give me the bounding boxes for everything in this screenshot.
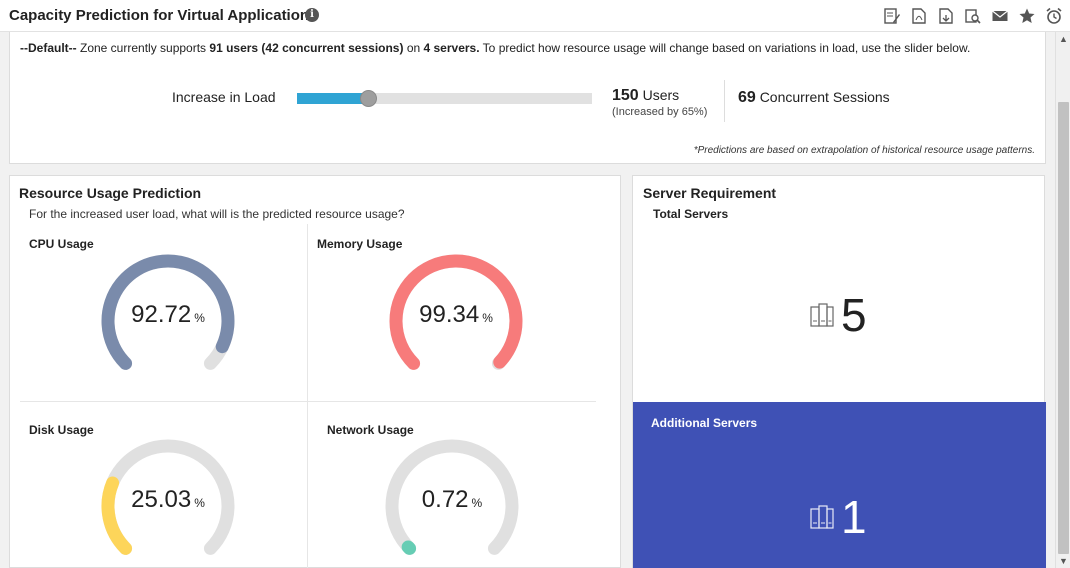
network-usage-gauge: 0.72% [382, 436, 522, 568]
title-bar: Capacity Prediction for Virtual Applicat… [0, 0, 1070, 32]
additional-servers-box: Additional Servers 1 [633, 402, 1046, 568]
predicted-users: 150 Users (Increased by 65%) [612, 87, 707, 118]
additional-servers: 1 [809, 490, 867, 544]
cpu-usage-value: 92.72 [131, 301, 192, 328]
divider [20, 401, 596, 402]
email-icon[interactable] [989, 5, 1010, 26]
total-servers: 5 [809, 288, 867, 342]
load-slider[interactable] [297, 90, 592, 107]
sessions-unit: Concurrent Sessions [759, 89, 890, 105]
cpu-usage-gauge: 92.72% [98, 251, 238, 391]
memory-usage-gauge: 99.34% [386, 251, 526, 391]
favorite-star-icon[interactable] [1016, 5, 1037, 26]
additional-servers-label: Additional Servers [651, 416, 758, 430]
server-requirement-panel: Server Requirement Total Servers 5 Addit… [632, 175, 1046, 568]
memory-usage-value: 99.34 [419, 301, 480, 328]
network-usage-label: Network Usage [327, 423, 414, 437]
divider [724, 80, 725, 122]
alarm-clock-icon[interactable] [1043, 5, 1064, 26]
toolbar [881, 5, 1064, 26]
prediction-footnote: *Predictions are based on extrapolation … [693, 145, 1035, 156]
divider [307, 224, 308, 568]
users-unit: Users [642, 87, 680, 103]
additional-servers-value: 1 [841, 491, 867, 543]
export-icon[interactable] [935, 5, 956, 26]
users-count: 150 [612, 87, 639, 104]
resource-usage-panel: Resource Usage Prediction For the increa… [9, 175, 621, 568]
sessions-count: 69 [738, 89, 756, 106]
disk-usage-value: 25.03 [131, 486, 192, 513]
resource-panel-title: Resource Usage Prediction [19, 185, 202, 201]
load-prediction-panel: --Default-- Zone currently supports 91 u… [9, 32, 1046, 164]
vertical-scrollbar[interactable]: ▲ ▼ [1055, 32, 1070, 568]
edit-report-icon[interactable] [881, 5, 902, 26]
users-increase-note: (Increased by 65%) [612, 106, 708, 118]
print-preview-icon[interactable] [962, 5, 983, 26]
total-servers-value: 5 [841, 289, 867, 341]
cpu-usage-label: CPU Usage [29, 237, 94, 251]
server-rack-icon [810, 505, 834, 529]
scrollbar-thumb[interactable] [1058, 102, 1069, 554]
server-panel-title: Server Requirement [643, 185, 777, 201]
network-usage-value: 0.72 [421, 486, 469, 513]
disk-usage-label: Disk Usage [29, 423, 94, 437]
resource-panel-subtitle: For the increased user load, what will i… [29, 207, 405, 221]
load-slider-fill [297, 93, 368, 104]
server-rack-icon [810, 303, 834, 327]
scroll-up-arrow-icon[interactable]: ▲ [1059, 34, 1068, 44]
memory-usage-label: Memory Usage [317, 237, 403, 251]
info-icon[interactable]: i [305, 8, 319, 22]
scroll-down-arrow-icon[interactable]: ▼ [1059, 556, 1068, 566]
predicted-sessions: 69 Concurrent Sessions [738, 89, 890, 107]
pdf-icon[interactable] [908, 5, 929, 26]
disk-usage-gauge: 25.03% [98, 436, 238, 568]
load-slider-label: Increase in Load [172, 89, 276, 105]
load-slider-handle[interactable] [359, 90, 377, 107]
total-servers-label: Total Servers [653, 207, 729, 221]
zone-summary-text: --Default-- Zone currently supports 91 u… [20, 41, 971, 55]
page-title: Capacity Prediction for Virtual Applicat… [9, 7, 318, 24]
